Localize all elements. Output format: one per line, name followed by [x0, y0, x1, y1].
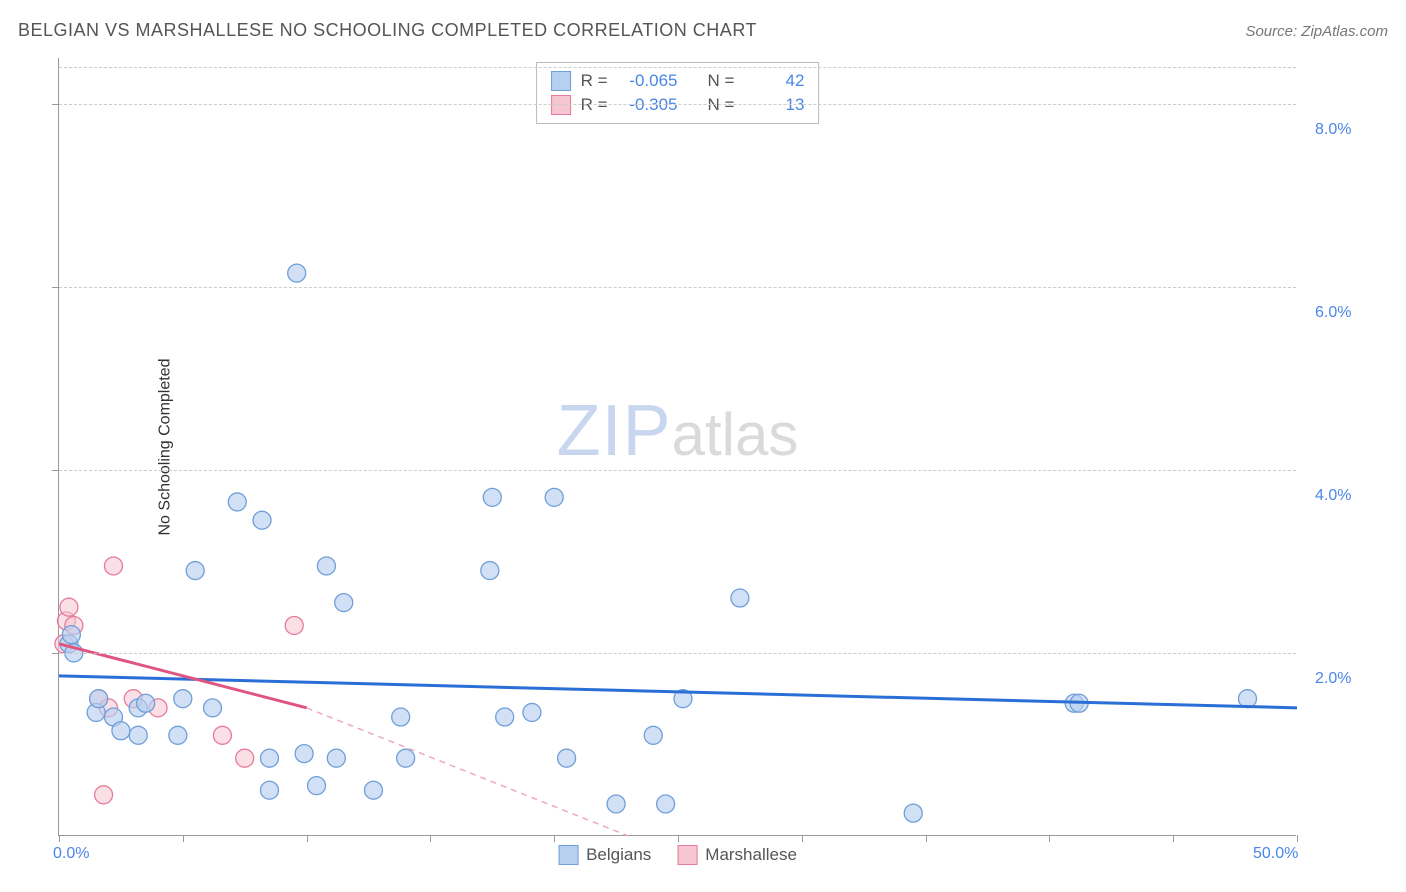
data-point — [558, 749, 576, 767]
x-tick — [430, 835, 431, 842]
data-point — [204, 699, 222, 717]
data-point — [62, 626, 80, 644]
x-tick-label: 0.0% — [53, 845, 89, 863]
data-point — [186, 562, 204, 580]
data-point — [174, 690, 192, 708]
correlation-legend: R = -0.065 N = 42 R = -0.305 N = 13 — [536, 62, 820, 124]
swatch-belgians — [551, 71, 571, 91]
data-point — [260, 781, 278, 799]
data-point — [60, 598, 78, 616]
data-point — [327, 749, 345, 767]
trend-line-marshallese-extrapolated — [307, 708, 629, 836]
data-point — [90, 690, 108, 708]
y-tick — [52, 287, 59, 288]
y-tick — [52, 470, 59, 471]
series-legend: Belgians Marshallese — [558, 845, 797, 865]
x-tick — [554, 835, 555, 842]
data-point — [112, 722, 130, 740]
data-point — [644, 726, 662, 744]
data-point — [607, 795, 625, 813]
data-point — [335, 594, 353, 612]
data-point — [104, 557, 122, 575]
data-point — [392, 708, 410, 726]
r-value-marshallese: -0.305 — [618, 95, 678, 115]
data-point — [481, 562, 499, 580]
chart-header: BELGIAN VS MARSHALLESE NO SCHOOLING COMP… — [18, 20, 1388, 41]
data-point — [137, 694, 155, 712]
x-tick — [1173, 835, 1174, 842]
source-label: Source: ZipAtlas.com — [1245, 23, 1388, 40]
data-point — [545, 488, 563, 506]
data-point — [523, 703, 541, 721]
data-point — [483, 488, 501, 506]
x-tick — [926, 835, 927, 842]
data-point — [731, 589, 749, 607]
y-tick — [52, 104, 59, 105]
n-value-belgians: 42 — [744, 71, 804, 91]
data-point — [904, 804, 922, 822]
x-tick — [802, 835, 803, 842]
data-point — [260, 749, 278, 767]
n-value-marshallese: 13 — [744, 95, 804, 115]
x-tick — [678, 835, 679, 842]
r-label: R = — [581, 95, 608, 115]
x-tick — [183, 835, 184, 842]
x-tick-label: 50.0% — [1253, 845, 1298, 863]
data-point — [95, 786, 113, 804]
gridline — [59, 287, 1296, 288]
x-tick — [307, 835, 308, 842]
data-point — [253, 511, 271, 529]
r-value-belgians: -0.065 — [618, 71, 678, 91]
chart-svg — [59, 58, 1296, 835]
data-point — [317, 557, 335, 575]
data-point — [657, 795, 675, 813]
data-point — [496, 708, 514, 726]
legend-label-belgians: Belgians — [586, 845, 651, 865]
data-point — [228, 493, 246, 511]
legend-item-belgians: Belgians — [558, 845, 651, 865]
data-point — [129, 726, 147, 744]
gridline — [59, 67, 1296, 68]
legend-label-marshallese: Marshallese — [705, 845, 797, 865]
plot-area: No Schooling Completed ZIPatlas R = -0.0… — [58, 58, 1296, 836]
x-tick — [1297, 835, 1298, 842]
data-point — [169, 726, 187, 744]
data-point — [364, 781, 382, 799]
n-label: N = — [708, 95, 735, 115]
swatch-belgians — [558, 845, 578, 865]
data-point — [285, 616, 303, 634]
data-point — [213, 726, 231, 744]
chart-title: BELGIAN VS MARSHALLESE NO SCHOOLING COMP… — [18, 20, 757, 41]
data-point — [308, 777, 326, 795]
data-point — [288, 264, 306, 282]
data-point — [236, 749, 254, 767]
data-point — [295, 745, 313, 763]
gridline — [59, 653, 1296, 654]
legend-item-marshallese: Marshallese — [677, 845, 797, 865]
correlation-row-belgians: R = -0.065 N = 42 — [551, 69, 805, 93]
swatch-marshallese — [677, 845, 697, 865]
r-label: R = — [581, 71, 608, 91]
data-point — [397, 749, 415, 767]
swatch-marshallese — [551, 95, 571, 115]
gridline — [59, 104, 1296, 105]
gridline — [59, 470, 1296, 471]
x-tick — [1049, 835, 1050, 842]
x-tick — [59, 835, 60, 842]
n-label: N = — [708, 71, 735, 91]
correlation-row-marshallese: R = -0.305 N = 13 — [551, 93, 805, 117]
y-tick — [52, 653, 59, 654]
